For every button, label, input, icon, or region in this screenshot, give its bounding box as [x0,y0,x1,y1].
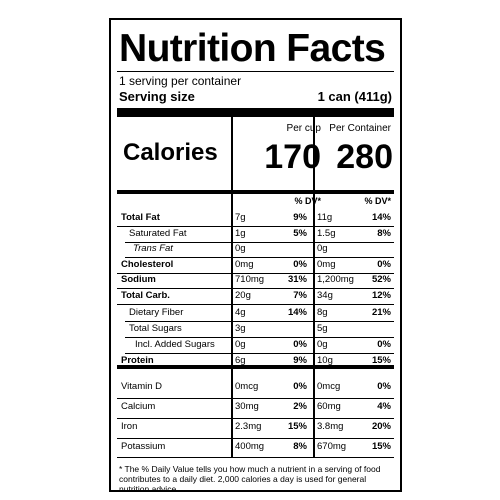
vitamins-divider [117,365,394,369]
dv-per-container: 0% [377,259,391,270]
amount-per-container: 670mg [317,441,347,452]
dv-per-cup: 9% [293,212,307,223]
amount-per-cup: 0g [235,243,246,254]
row-divider [117,418,394,419]
dv-per-cup: 5% [293,228,307,239]
nutrient-name: Trans Fat [133,243,173,254]
row-divider [125,337,394,338]
dv-per-cup: 15% [287,421,307,432]
footnote-divider [117,457,394,458]
title-divider [117,71,394,72]
dv-per-cup: 0% [293,339,307,350]
row-divider [125,242,394,243]
amount-per-cup: 4g [235,307,246,318]
amount-per-container: 0g [317,243,328,254]
amount-per-cup: 3g [235,323,246,334]
nutrient-name: Sodium [121,274,156,285]
amount-per-container: 1.5g [317,228,336,239]
nutrient-name: Potassium [121,441,166,452]
amount-per-container: 3.8mg [317,421,344,432]
dv-header-per-cup: % DV* [294,196,321,206]
nutrient-name: Protein [121,355,154,366]
dv-per-container: 0% [377,339,391,350]
amount-per-container: 60mg [317,401,341,412]
amount-per-cup: 6g [235,355,246,366]
amount-per-container: 5g [317,323,328,334]
nutrient-name: Vitamin D [121,381,163,392]
calories-per-cup: 170 [264,138,321,176]
dv-per-container: 0% [377,381,391,392]
amount-per-cup: 30mg [235,401,259,412]
serving-size-row: Serving size 1 can (411g) [119,90,392,103]
dv-per-container: 21% [371,307,391,318]
amount-per-cup: 20g [235,290,251,301]
dv-per-container: 4% [377,401,391,412]
dv-per-container: 14% [371,212,391,223]
nutrient-name: Dietary Fiber [129,307,184,318]
amount-per-cup: 0mcg [235,381,259,392]
nutrient-name: Incl. Added Sugars [135,339,215,350]
label-title: Nutrition Facts [119,27,386,70]
row-divider [117,304,394,305]
servings-per-container: 1 serving per container [119,74,242,88]
amount-per-container: 0g [317,339,328,350]
dv-per-container: 8% [377,228,391,239]
dv-per-container: 52% [371,274,391,285]
nutrient-name: Calcium [121,401,156,412]
column-header-per-cup: Per cup [286,123,321,134]
row-divider [117,438,394,439]
nutrient-name: Iron [121,421,138,432]
amount-per-cup: 7g [235,212,246,223]
dv-per-cup: 2% [293,401,307,412]
dv-header-per-container: % DV* [364,196,391,206]
nutrient-name: Total Carb. [121,290,170,301]
dv-per-cup: 9% [293,355,307,366]
column-header-per-container: Per Container [329,123,391,134]
dv-per-cup: 14% [287,307,307,318]
row-divider [125,321,394,322]
dv-per-container: 15% [371,441,391,452]
dv-per-cup: 0% [293,259,307,270]
calories-per-container: 280 [336,138,393,176]
nutrition-facts-label: Nutrition Facts 1 serving per container … [109,18,402,494]
amount-per-container: 10g [317,355,333,366]
amount-per-container: 11g [317,212,333,223]
dv-per-cup: 0% [293,381,307,392]
amount-per-cup: 0g [235,339,246,350]
column-divider-2 [313,117,315,457]
dv-per-container: 12% [371,290,391,301]
amount-per-cup: 710mg [235,274,265,285]
amount-per-container: 1,200mg [317,274,354,285]
footnote-text: * The % Daily Value tells you how much a… [119,464,381,494]
amount-per-cup: 2.3mg [235,421,262,432]
amount-per-container: 34g [317,290,333,301]
dv-per-container: 15% [371,355,391,366]
row-divider [117,398,394,399]
amount-per-cup: 0mg [235,259,254,270]
row-divider [117,273,394,274]
nutrient-name: Total Fat [121,212,160,223]
row-divider [117,288,394,289]
serving-size-value: 1 can (411g) [317,89,392,104]
serving-size-label: Serving size [119,89,195,104]
calories-label: Calories [123,139,218,166]
row-divider [125,257,394,258]
amount-per-cup: 400mg [235,441,265,452]
row-divider [117,226,394,227]
row-divider [125,353,394,354]
nutrient-name: Total Sugars [129,323,182,334]
column-divider-1 [231,117,233,457]
nutrient-name: Cholesterol [121,259,174,270]
calories-divider [117,190,394,194]
amount-per-container: 8g [317,307,328,318]
dv-per-container: 20% [371,421,391,432]
nutrient-name: Saturated Fat [129,228,187,239]
dv-per-cup: 8% [293,441,307,452]
amount-per-container: 0mcg [317,381,341,392]
amount-per-container: 0mg [317,259,336,270]
thick-divider [117,108,394,117]
amount-per-cup: 1g [235,228,246,239]
dv-per-cup: 7% [293,290,307,301]
dv-per-cup: 31% [287,274,307,285]
